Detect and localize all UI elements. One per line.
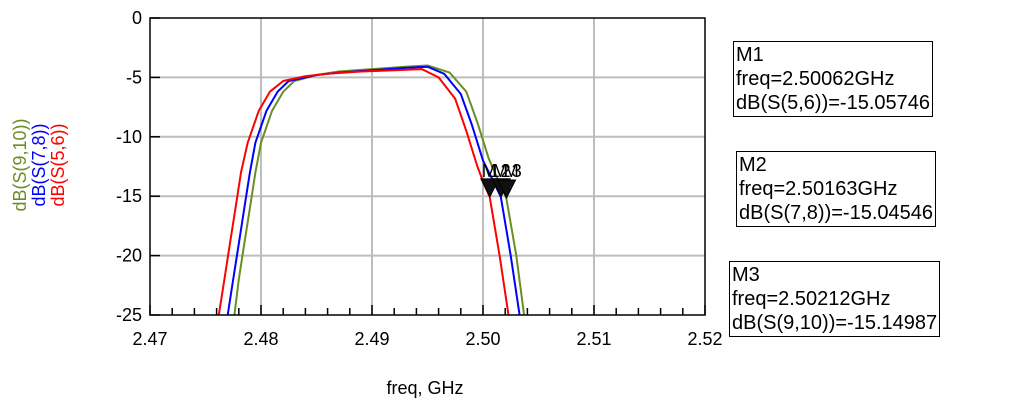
marker-m3-value: dB(S(9,10))=-15.14987 xyxy=(732,312,938,334)
marker-m2-freq: freq=2.50163GHz xyxy=(739,178,898,200)
y-tick-label: -15 xyxy=(116,186,142,206)
marker-readout-m1: M1 freq=2.50062GHz dB(S(5,6))=-15.05746 xyxy=(733,41,934,117)
series-line-0 xyxy=(233,64,526,316)
x-tick-label: 2.48 xyxy=(243,329,278,349)
plot-frame xyxy=(149,17,706,316)
y-axis-legend: dB(S(9,10)) dB(S(7,8)) dB(S(5,6)) xyxy=(10,118,68,211)
series-line-1 xyxy=(226,65,521,316)
x-tick-label: 2.47 xyxy=(132,329,167,349)
series-line-2 xyxy=(217,68,510,316)
y-tick-label: -5 xyxy=(126,67,142,87)
x-tick-label: 2.51 xyxy=(576,329,611,349)
x-tick-label: 2.49 xyxy=(354,329,389,349)
marker-cluster-label: M1M2M3 xyxy=(482,161,522,181)
axes: 2.47 2.48 2.49 2.50 2.51 2.52 0 -5 -10 -15 -20 -25 xyxy=(116,8,723,349)
marker-triangle-3 xyxy=(496,179,517,200)
marker-m2-value: dB(S(7,8))=-15.04546 xyxy=(739,202,934,224)
ylabel-s7-8: dB(S(7,8)) xyxy=(29,123,49,206)
grid xyxy=(150,18,705,315)
marker-m1-freq: freq=2.50062GHz xyxy=(736,68,895,90)
x-tick-label: 2.50 xyxy=(465,329,500,349)
series-lines xyxy=(217,64,526,316)
marker-m2-label: M2 xyxy=(739,154,767,176)
marker-m1-value: dB(S(5,6))=-15.05746 xyxy=(736,92,931,114)
ylabel-s9-10: dB(S(9,10)) xyxy=(10,118,30,211)
y-tick-label: -20 xyxy=(116,246,142,266)
marker-m3-freq: freq=2.50212GHz xyxy=(732,288,891,310)
y-tick-label: -25 xyxy=(116,305,142,325)
marker-readout-m3: M3 freq=2.50212GHz dB(S(9,10))=-15.14987 xyxy=(729,261,941,337)
marker-m1-label: M1 xyxy=(736,44,764,66)
y-tick-label: 0 xyxy=(132,8,142,28)
marker-m3-label: M3 xyxy=(732,264,760,286)
ylabel-s5-6: dB(S(5,6)) xyxy=(48,123,68,206)
y-tick-label: -10 xyxy=(116,127,142,147)
x-tick-label: 2.52 xyxy=(687,329,722,349)
x-axis-label: freq, GHz xyxy=(386,378,464,398)
marker-readout-m2: M2 freq=2.50163GHz dB(S(7,8))=-15.04546 xyxy=(736,151,937,227)
